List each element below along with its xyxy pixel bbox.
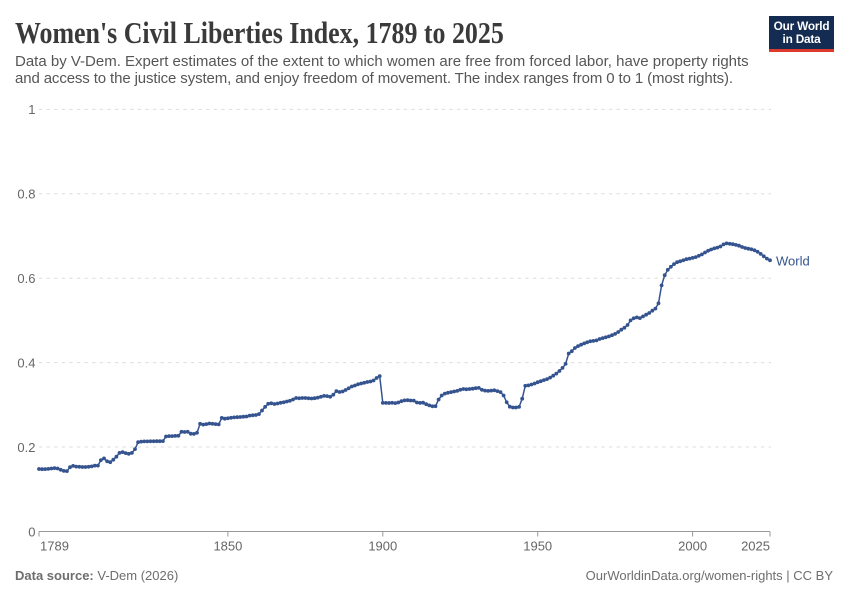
svg-text:World: World: [776, 253, 810, 268]
svg-text:0.2: 0.2: [17, 440, 35, 455]
svg-text:1: 1: [28, 102, 35, 117]
svg-text:0.6: 0.6: [17, 271, 35, 286]
svg-text:0: 0: [28, 524, 35, 539]
svg-text:1789: 1789: [40, 539, 69, 554]
svg-text:1900: 1900: [368, 539, 397, 554]
svg-text:2025: 2025: [741, 539, 770, 554]
svg-text:0.8: 0.8: [17, 187, 35, 202]
svg-text:2000: 2000: [678, 539, 707, 554]
svg-text:1950: 1950: [523, 539, 552, 554]
svg-text:1850: 1850: [213, 539, 242, 554]
svg-text:0.4: 0.4: [17, 355, 35, 370]
